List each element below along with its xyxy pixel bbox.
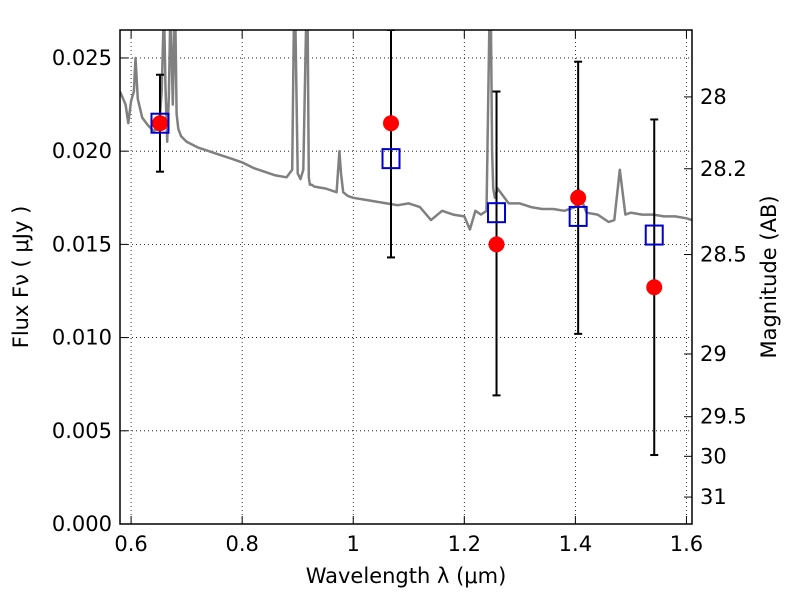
x-tick-label: 1.2: [448, 532, 481, 556]
x-tick-labels: 0.6 0.8 1 1.2 1.4 1.6: [114, 532, 703, 556]
y-tick-label: 0.020: [52, 139, 112, 163]
model-photometry-point: [150, 112, 170, 134]
right-tick-label: 29.5: [700, 405, 747, 429]
x-axis-title: Wavelength λ (μm): [306, 564, 507, 588]
model-photometry-point: [381, 148, 401, 170]
observed-points: [151, 115, 663, 296]
right-tick-label: 28.2: [700, 157, 747, 181]
right-axis-title: Magnitude (AB): [757, 195, 781, 358]
observed-point: [570, 189, 587, 206]
model-photometry-point: [487, 202, 507, 224]
observed-point: [383, 115, 400, 132]
x-tick-label: 0.8: [225, 532, 258, 556]
right-tick-label: 31: [700, 485, 727, 509]
axis-ticks: [120, 30, 692, 525]
y-tick-label: 0.010: [52, 326, 112, 350]
model-photometry-point: [568, 205, 588, 227]
model-photometry-point: [644, 224, 664, 246]
x-tick-label: 1.6: [670, 532, 703, 556]
right-tick-label: 28.5: [700, 243, 747, 267]
y-axis-title: Flux Fν ( μJy ): [9, 206, 33, 349]
x-tick-label: 1.4: [559, 532, 592, 556]
plot-area: [120, 30, 692, 457]
right-tick-label: 30: [700, 444, 727, 468]
y-tick-label: 0.000: [52, 512, 112, 536]
right-tick-label: 29: [700, 342, 727, 366]
y-tick-label: 0.015: [52, 232, 112, 256]
observed-point: [488, 236, 505, 253]
right-tick-labels: 28 28.2 28.5 29 29.5 30 31: [700, 85, 747, 509]
y-tick-label: 0.005: [52, 419, 112, 443]
x-tick-label: 1: [347, 532, 360, 556]
observed-point: [646, 279, 663, 296]
right-tick-label: 28: [700, 85, 727, 109]
model-photometry-points: [150, 112, 664, 246]
y-tick-label: 0.025: [52, 46, 112, 70]
observed-point: [151, 115, 168, 132]
plot-frame: [119, 29, 693, 525]
x-tick-label: 0.6: [114, 532, 147, 556]
y-tick-labels: 0.000 0.005 0.010 0.015 0.020 0.025: [52, 46, 112, 536]
